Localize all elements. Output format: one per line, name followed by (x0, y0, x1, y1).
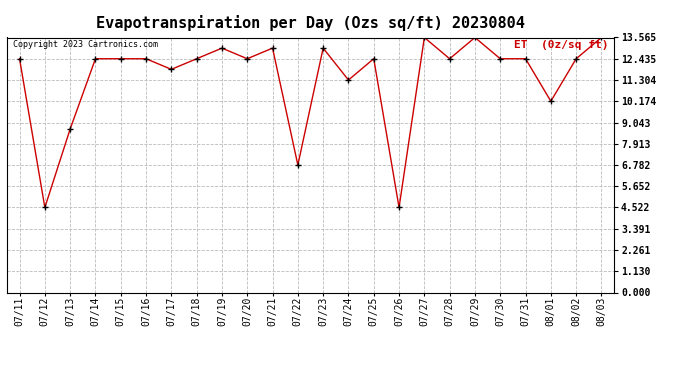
Text: Copyright 2023 Cartronics.com: Copyright 2023 Cartronics.com (13, 40, 158, 49)
Text: Evapotranspiration per Day (Ozs sq/ft) 20230804: Evapotranspiration per Day (Ozs sq/ft) 2… (96, 15, 525, 31)
Text: ET  (0z/sq ft): ET (0z/sq ft) (513, 40, 608, 50)
